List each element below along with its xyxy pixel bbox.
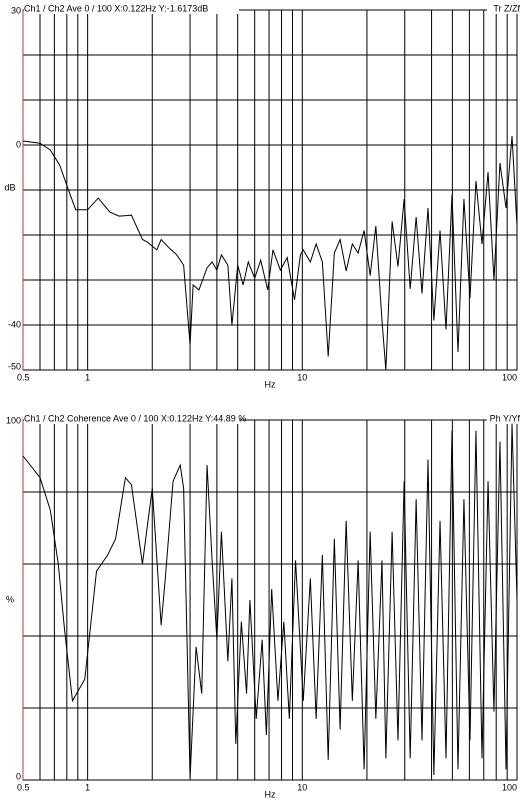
chart-title: Ch1 / Ch2 Ave 0 / 100 X:0.122Hz Y:-1.617…	[24, 3, 208, 13]
chart-title: Ch1 / Ch2 Coherence Ave 0 / 100 X:0.122H…	[24, 413, 246, 423]
x-tick-label: 100	[502, 782, 517, 792]
y-tick-label: 0	[16, 771, 21, 781]
title-backdrop	[24, 4, 239, 14]
y-tick-label: 100	[6, 415, 21, 425]
x-tick-label: 100	[502, 372, 517, 382]
x-tick-label: 1	[85, 372, 90, 382]
x-axis-label: Hz	[265, 789, 276, 799]
x-tick-label: 1	[85, 782, 90, 792]
title-right-backdrop	[487, 414, 519, 424]
data-line	[22, 423, 518, 779]
y-tick-label: -40	[8, 319, 21, 329]
x-tick-label: 10	[297, 782, 307, 792]
plot-frame	[22, 419, 518, 781]
y-tick-label: 0	[16, 139, 21, 149]
chart-title-right: Tr Z/Zf	[493, 3, 520, 13]
y-axis-label: %	[6, 594, 14, 604]
x-tick-label: 0.5	[17, 372, 30, 382]
x-tick-label: 0.5	[17, 782, 30, 792]
title-backdrop	[24, 414, 239, 424]
chart-title-right: Ph Y/Yf	[490, 413, 521, 423]
y-tick-label: 30	[11, 5, 21, 15]
y-tick-label: -50	[8, 361, 21, 371]
x-tick-label: 10	[297, 372, 307, 382]
title-right-backdrop	[487, 4, 519, 14]
data-line	[22, 135, 518, 371]
y-axis-label: dB	[4, 182, 15, 192]
x-axis-label: Hz	[265, 379, 276, 389]
